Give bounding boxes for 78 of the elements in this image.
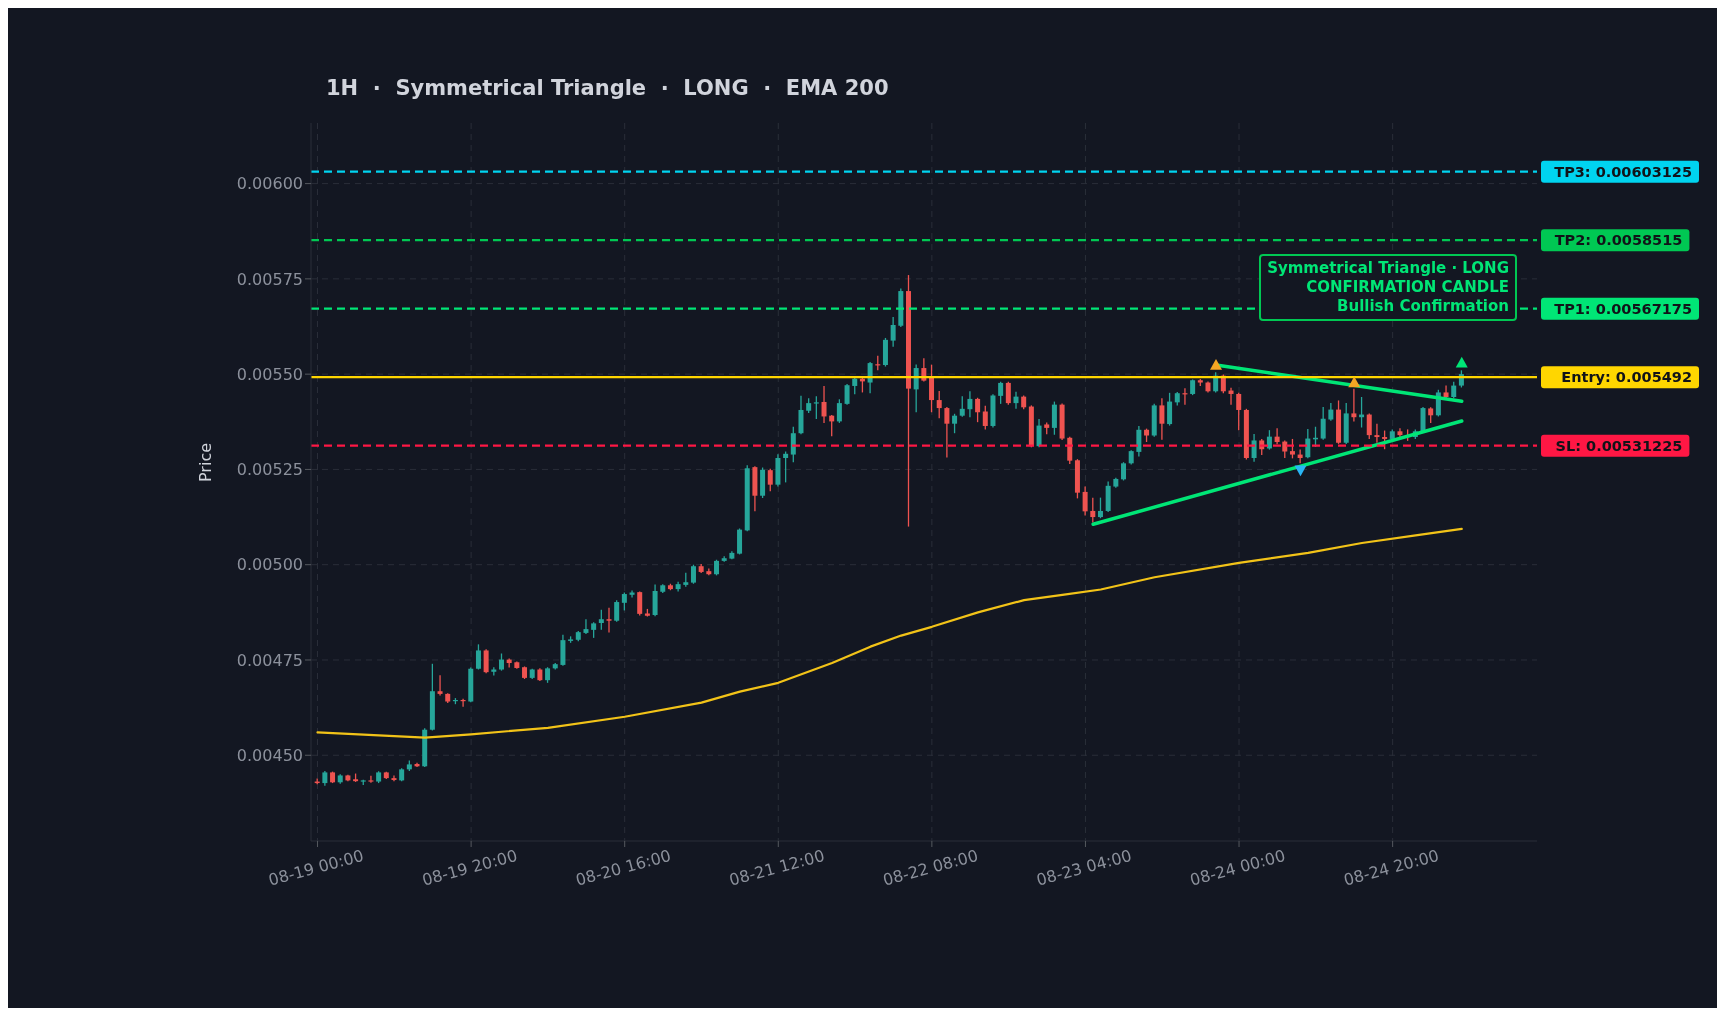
candlestick bbox=[1320, 406, 1326, 441]
candlestick bbox=[437, 674, 443, 697]
candlestick bbox=[1121, 461, 1127, 482]
candlestick bbox=[637, 590, 643, 617]
candlestick bbox=[1366, 412, 1372, 440]
y-tick-label: 0.00575 bbox=[236, 269, 303, 289]
ref-line-label: Entry: 0.005492 bbox=[1561, 369, 1692, 386]
candlestick bbox=[1136, 425, 1142, 458]
y-axis-title: Price bbox=[195, 442, 215, 482]
candlestick bbox=[1005, 381, 1011, 406]
candlestick bbox=[967, 390, 973, 418]
candlestick bbox=[1036, 418, 1042, 448]
y-tick-label: 0.00600 bbox=[236, 174, 303, 194]
candlestick bbox=[783, 450, 789, 484]
candlestick bbox=[1013, 391, 1019, 410]
candlestick bbox=[1382, 429, 1388, 450]
candlestick bbox=[1159, 397, 1165, 441]
ref-line-label: TP1: 0.00567175 bbox=[1554, 300, 1692, 317]
candlestick bbox=[1051, 400, 1057, 436]
x-tick-label: 08-23 04:00 bbox=[1034, 845, 1134, 890]
x-tick-label: 08-24 00:00 bbox=[1187, 845, 1288, 890]
chart-title: 1H · Symmetrical Triangle · LONG · EMA 200 bbox=[326, 76, 889, 100]
annotation: CONFIRMATION CANDLE bbox=[1305, 278, 1509, 297]
candlestick bbox=[606, 607, 612, 634]
candlestick bbox=[368, 775, 374, 784]
candlestick bbox=[982, 405, 988, 431]
candlestick bbox=[598, 609, 604, 631]
x-tick-label: 08-21 12:00 bbox=[727, 845, 827, 890]
candlestick bbox=[975, 397, 981, 423]
y-tick-label: 0.00475 bbox=[236, 650, 303, 670]
x-tick-label: 08-19 20:00 bbox=[420, 845, 520, 890]
annotation: Symmetrical Triangle · LONG bbox=[1267, 259, 1509, 278]
ref-line-label: TP2: 0.0058515 bbox=[1554, 232, 1683, 249]
candlestick bbox=[483, 648, 489, 674]
candlestick bbox=[1236, 392, 1242, 431]
candlestick bbox=[959, 395, 965, 418]
candlestick bbox=[790, 426, 796, 463]
candlestick bbox=[798, 395, 804, 436]
candlestick bbox=[998, 381, 1004, 405]
candlestick bbox=[1082, 485, 1088, 517]
candlestick bbox=[890, 316, 896, 348]
candlestick bbox=[813, 395, 819, 420]
candlestick bbox=[1266, 429, 1272, 451]
ref-line-label: TP3: 0.00603125 bbox=[1554, 163, 1692, 180]
candlestick bbox=[1167, 392, 1173, 427]
candlestick bbox=[1374, 423, 1380, 444]
ref-line-label: SL: 0.00531225 bbox=[1555, 437, 1683, 454]
x-tick-label: 08-20 16:00 bbox=[573, 845, 673, 890]
annotation: Bullish Confirmation bbox=[1336, 297, 1509, 316]
y-tick-label: 0.00550 bbox=[236, 364, 303, 384]
candlestick bbox=[1251, 433, 1257, 463]
candlestick bbox=[475, 643, 481, 671]
candlestick bbox=[1305, 428, 1311, 460]
candlestick bbox=[844, 383, 850, 406]
candlestick bbox=[952, 413, 958, 434]
candlestick bbox=[583, 618, 589, 635]
y-tick-label: 0.00450 bbox=[236, 745, 303, 765]
candlestick bbox=[1067, 436, 1073, 465]
x-tick-label: 08-24 20:00 bbox=[1341, 845, 1441, 890]
y-tick-label: 0.00500 bbox=[236, 555, 303, 575]
x-tick-label: 08-19 00:00 bbox=[266, 845, 366, 890]
candlestick bbox=[867, 361, 873, 394]
candlestick bbox=[1274, 427, 1280, 445]
candlestick bbox=[936, 390, 942, 420]
x-tick-label: 08-22 08:00 bbox=[880, 845, 981, 890]
y-tick-label: 0.00525 bbox=[236, 460, 303, 480]
candlestick bbox=[1289, 438, 1295, 460]
note-box: Symmetrical Triangle · LONG CONFIRMATION CANDLE Bullish Confirmation bbox=[1259, 254, 1517, 321]
candlestick bbox=[690, 564, 696, 585]
candlestick bbox=[391, 774, 397, 782]
candlestick bbox=[944, 406, 950, 459]
candlestick bbox=[614, 599, 620, 623]
candlestick bbox=[1090, 496, 1096, 524]
candlestick bbox=[1097, 496, 1103, 519]
candlestick bbox=[821, 385, 827, 424]
candlestick bbox=[767, 468, 773, 492]
candlestick bbox=[836, 398, 842, 424]
candlestick bbox=[1351, 387, 1357, 423]
